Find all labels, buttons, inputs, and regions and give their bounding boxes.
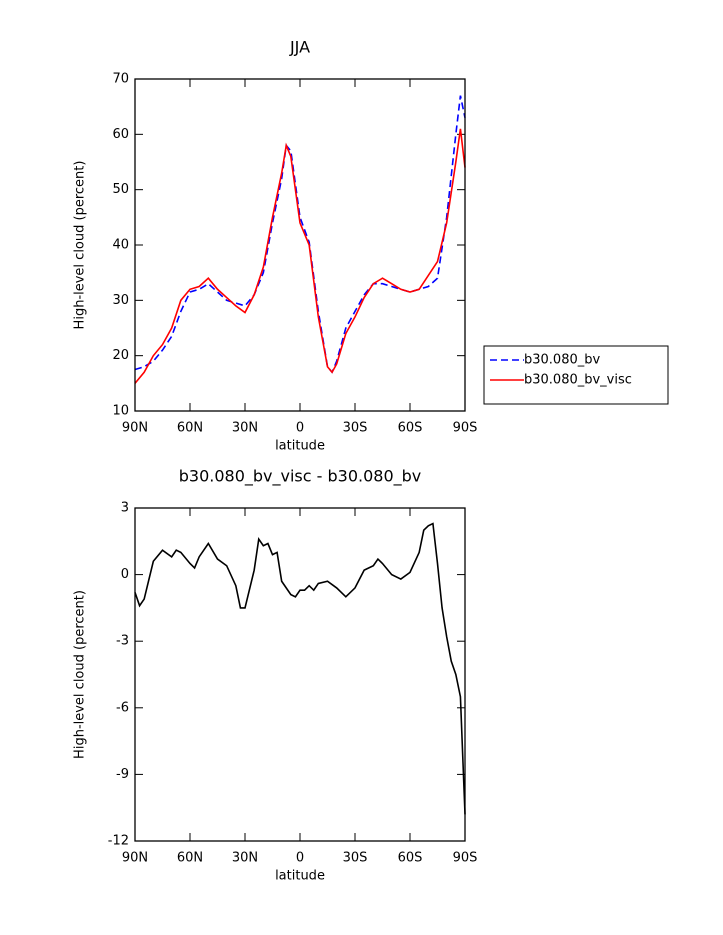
x-tick-label: 90S	[453, 851, 478, 866]
y-tick-label: 70	[112, 72, 129, 87]
x-tick-label: 60N	[177, 421, 203, 436]
plot-frame	[134, 78, 466, 412]
y-axis-label: High-level cloud (percent)	[73, 161, 88, 330]
y-tick-label: 60	[112, 127, 129, 142]
x-tick-label: 90N	[122, 851, 148, 866]
y-tick-label: -12	[108, 834, 129, 849]
chart-title: JJA	[289, 38, 310, 57]
legend-box	[483, 345, 669, 405]
legend-label: b30.080_bv_visc	[524, 373, 632, 388]
x-tick-label: 30S	[343, 851, 368, 866]
x-tick-label: 0	[296, 851, 304, 866]
x-axis-label: latitude	[275, 439, 325, 454]
x-tick-label: 90N	[122, 421, 148, 436]
data-line	[134, 128, 466, 384]
chart-title: b30.080_bv_visc - b30.080_bv	[179, 467, 422, 487]
x-tick-label: 60S	[398, 851, 423, 866]
y-tick-label: 3	[121, 501, 129, 516]
data-line	[134, 95, 466, 374]
x-tick-label: 60N	[177, 851, 203, 866]
x-tick-label: 0	[296, 421, 304, 436]
plot-frame	[134, 507, 466, 842]
y-axis-label: High-level cloud (percent)	[73, 590, 88, 759]
y-tick-label: 40	[112, 238, 129, 253]
x-tick-label: 60S	[398, 421, 423, 436]
y-tick-label: 10	[112, 404, 129, 419]
y-tick-label: -3	[116, 634, 129, 649]
y-tick-label: 30	[112, 293, 129, 308]
legend-label: b30.080_bv	[524, 353, 600, 368]
data-line	[134, 522, 466, 815]
y-tick-label: -9	[116, 767, 129, 782]
x-tick-label: 30N	[232, 421, 258, 436]
x-tick-label: 30N	[232, 851, 258, 866]
y-tick-label: 0	[121, 567, 129, 582]
x-tick-label: 30S	[343, 421, 368, 436]
y-tick-label: 50	[112, 182, 129, 197]
y-tick-label: -6	[116, 700, 129, 715]
y-tick-label: 20	[112, 348, 129, 363]
x-tick-label: 90S	[453, 421, 478, 436]
x-axis-label: latitude	[275, 869, 325, 884]
